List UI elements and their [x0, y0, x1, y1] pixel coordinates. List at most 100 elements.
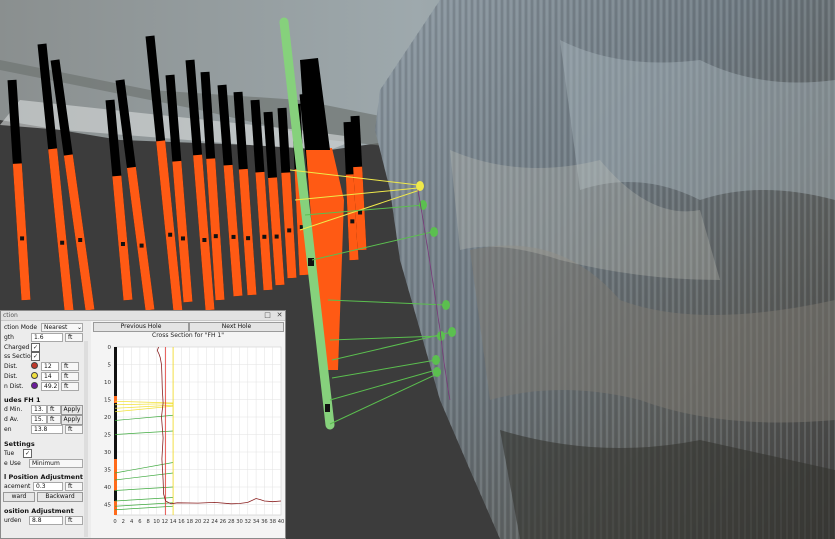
increment-input[interactable]: 0.3	[33, 482, 63, 491]
hole-segment	[114, 490, 117, 501]
ray-lines	[289, 169, 456, 425]
pos-adj-title-row: l Position Adjustment	[1, 472, 89, 481]
charged-checkbox[interactable]: ✓	[31, 343, 40, 352]
dist2-input[interactable]: 14	[41, 372, 59, 381]
y-tick-label: 5	[108, 363, 112, 369]
x-tick-label: 24	[211, 519, 218, 525]
use-select[interactable]: Minimum	[29, 459, 83, 468]
dist3-color-swatch[interactable]	[31, 382, 38, 389]
drill-hole-charge	[156, 140, 183, 313]
detach-icon[interactable]: □	[264, 311, 271, 319]
true-label: Tue	[4, 450, 15, 457]
face-contact-point	[448, 327, 456, 337]
stemming-marker	[231, 234, 236, 239]
ray-line	[114, 414, 174, 421]
dist2-color-swatch[interactable]	[31, 372, 38, 379]
drill-hole-charge	[353, 166, 367, 251]
ray-line	[329, 369, 437, 401]
dist1-row: Dist. 12 ft	[1, 362, 89, 371]
drill-hole-charge	[255, 171, 273, 291]
y-tick-label: 20	[104, 415, 111, 421]
en-input[interactable]: 13.8	[31, 425, 63, 434]
burden-unit-select[interactable]: ft	[65, 516, 83, 525]
x-tick-label: 30	[236, 519, 243, 525]
forward-button[interactable]: ward	[3, 492, 35, 502]
drill-hole-charge	[281, 172, 297, 279]
ray-line	[114, 505, 174, 511]
burden-label: urden	[4, 517, 22, 524]
next-hole-button[interactable]: Next Hole	[189, 322, 284, 332]
previous-hole-button[interactable]: Previous Hole	[93, 322, 189, 332]
cross-section-checkbox[interactable]: ✓	[31, 352, 40, 361]
length-label: gth	[4, 334, 14, 341]
panel-titlebar: ction □ ✕	[1, 311, 285, 321]
en-unit-select[interactable]: ft	[65, 425, 83, 434]
drill-hole-charge	[48, 148, 75, 321]
x-tick-label: 28	[228, 519, 235, 525]
selection-mode-label: ction Mode	[4, 324, 38, 331]
charged-row: Charged ✓	[1, 343, 89, 352]
selection-mode-select[interactable]: Nearest	[41, 323, 83, 332]
settings-scrollbar[interactable]	[84, 341, 88, 537]
hole-segment	[114, 459, 117, 491]
drill-holes	[7, 35, 367, 370]
hole-segment	[114, 396, 117, 403]
x-tick-label: 6	[138, 519, 141, 525]
hole-segment	[114, 347, 117, 396]
ray-line	[114, 462, 174, 474]
y-tick-label: 15	[104, 398, 111, 404]
dist1-label: Dist.	[4, 363, 18, 370]
x-tick-label: 22	[203, 519, 210, 525]
settings-title: Settings	[4, 440, 35, 448]
dist3-unit-select[interactable]: ft	[61, 382, 79, 391]
face-contact-point	[416, 181, 424, 191]
drill-hole-charge	[63, 154, 95, 311]
x-tick-label: 10	[153, 519, 160, 525]
use-row: e Use Minimum	[1, 459, 89, 468]
dist1-unit-select[interactable]: ft	[61, 362, 79, 371]
ray-line	[304, 204, 425, 216]
increment-unit-select[interactable]: ft	[65, 482, 83, 491]
dist2-label: Dist.	[4, 373, 18, 380]
length-unit-select[interactable]: ft	[65, 333, 83, 342]
min-input[interactable]: 13.	[31, 405, 47, 414]
avg-row: d Av. 15. ft Apply	[1, 415, 89, 425]
charged-label: Charged	[4, 344, 30, 351]
dist3-label: n Dist.	[4, 383, 24, 390]
x-tick-label: 0	[113, 519, 116, 525]
stemming-marker	[287, 228, 292, 233]
drill-hole-charge	[238, 168, 257, 296]
stemming-marker	[168, 232, 173, 237]
stemming-marker	[180, 236, 185, 241]
pos-adj2-title-row: osition Adjustment	[1, 506, 89, 515]
selected-hole[interactable]	[279, 17, 335, 430]
stemming-marker	[358, 210, 363, 215]
min-unit-select[interactable]: ft	[47, 405, 61, 414]
length-input[interactable]: 1.6	[31, 333, 63, 342]
y-tick-label: 40	[104, 485, 111, 491]
backward-button[interactable]: Backward	[37, 492, 83, 502]
settings-title-row: Settings	[1, 439, 89, 448]
dist1-input[interactable]: 12	[41, 362, 59, 371]
ray-line	[114, 403, 174, 406]
dist2-unit-select[interactable]: ft	[61, 372, 79, 381]
y-tick-label: 25	[104, 433, 111, 439]
true-row: Tue ✓	[1, 449, 89, 458]
x-tick-label: 4	[130, 519, 134, 525]
dist1-color-swatch[interactable]	[31, 362, 38, 369]
apply-min-button[interactable]: Apply	[61, 405, 83, 415]
apply-avg-button[interactable]: Apply	[61, 415, 83, 425]
drill-hole-charge	[345, 174, 359, 261]
dist3-input[interactable]: 49.2	[41, 382, 59, 391]
settings-pane: ction Mode Nearest ⌄ gth 1.6 ft Charged …	[1, 321, 89, 538]
true-checkbox[interactable]: ✓	[23, 449, 32, 458]
ray-line	[114, 430, 174, 435]
ray-line	[114, 405, 174, 413]
drill-hole-charge	[12, 163, 31, 301]
avg-input[interactable]: 15.	[31, 415, 47, 424]
avg-unit-select[interactable]: ft	[47, 415, 61, 424]
burden-input[interactable]: 8.8	[29, 516, 63, 525]
charge-column	[306, 148, 344, 370]
close-icon[interactable]: ✕	[276, 311, 283, 319]
